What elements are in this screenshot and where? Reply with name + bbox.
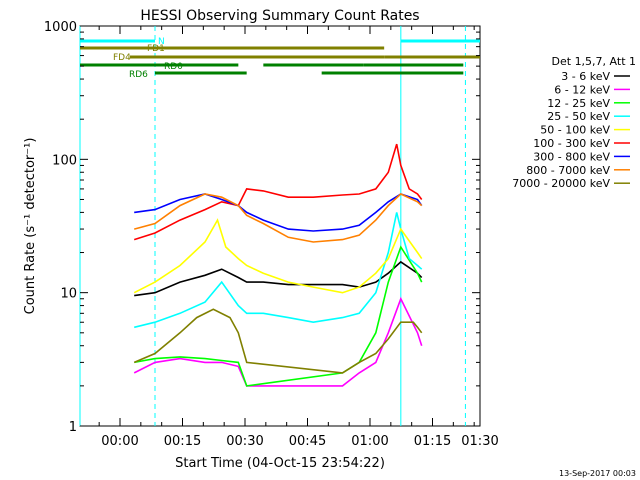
legend-label-1: 6 - 12 keV (554, 83, 610, 96)
y-tick-label-1: 1 (69, 420, 77, 435)
y-axis-label: Count Rate (s⁻¹ detector⁻¹) (23, 138, 38, 315)
y-axis: 1 10 100 1000 (44, 20, 480, 435)
x-tick-label-00:30: 00:30 (226, 434, 263, 449)
series-line-5 (133, 143, 423, 241)
x-tick-label-01:30: 01:30 (461, 434, 498, 449)
series-line-7 (133, 193, 423, 243)
state-bar-label-n: N (158, 37, 165, 47)
legend-label-3: 25 - 50 keV (547, 110, 610, 123)
footer-timestamp: 13-Sep-2017 00:03 (559, 469, 636, 478)
x-axis-label: Start Time (04-Oct-15 23:54:22) (175, 456, 385, 471)
chart-title: HESSI Observing Summary Count Rates (140, 8, 419, 24)
legend-label-8: 7000 - 20000 keV (512, 177, 610, 190)
x-tick-label-00:45: 00:45 (289, 434, 326, 449)
series-line-2 (134, 245, 423, 387)
legend-label-6: 300 - 800 keV (533, 150, 610, 163)
legend-label-5: 100 - 300 keV (533, 137, 610, 150)
series-line-1 (133, 296, 423, 387)
y-tick-label-1000: 1000 (44, 20, 77, 35)
series-line-6 (134, 193, 423, 232)
legend-label-0: 3 - 6 keV (561, 70, 610, 83)
legend-title: Det 1,5,7, Att 1 (552, 55, 636, 68)
state-bar-label-fd1: FD1 (147, 44, 165, 54)
legend-label-4: 50 - 100 keV (540, 124, 610, 137)
legend-label-7: 800 - 7000 keV (526, 164, 610, 177)
x-tick-label-01:00: 01:00 (351, 434, 388, 449)
legend-label-2: 12 - 25 keV (547, 97, 610, 110)
series-line-8 (133, 308, 423, 374)
series-line-4 (133, 218, 423, 294)
x-tick-label-01:15: 01:15 (414, 434, 451, 449)
x-axis: 00:00 00:15 00:30 00:45 01:00 01:15 01:30 (98, 26, 499, 449)
x-tick-label-00:00: 00:00 (101, 434, 138, 449)
x-tick-label-00:15: 00:15 (164, 434, 201, 449)
state-bar-label-rd6: RD6 (129, 70, 148, 80)
state-bar-label-rd0: RD0 (164, 62, 183, 72)
state-bar-label-fd4: FD4 (113, 53, 131, 63)
y-tick-label-100: 100 (52, 153, 77, 168)
y-tick-label-10: 10 (60, 287, 77, 302)
series-lines (133, 143, 423, 387)
